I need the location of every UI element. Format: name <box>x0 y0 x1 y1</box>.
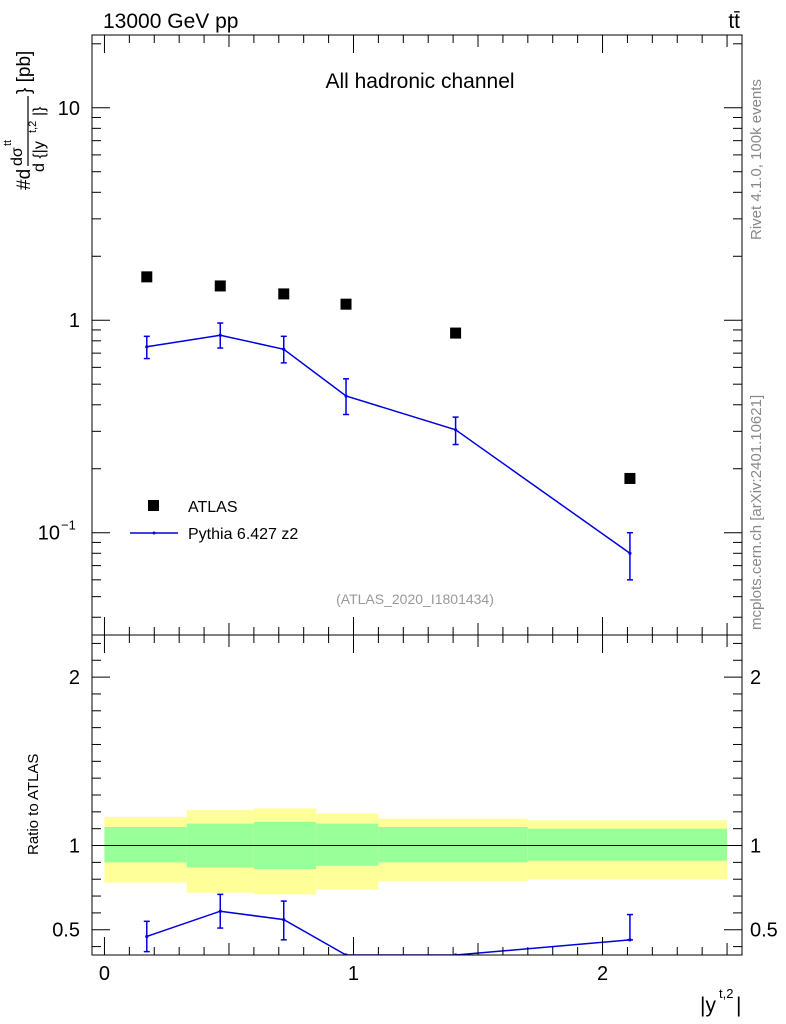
green-band-segment <box>378 827 528 863</box>
rivet-label: Rivet 4.1.0, 100k events <box>748 79 765 240</box>
ratio-y-tick-label-left: 1 <box>69 836 80 858</box>
ratio-point <box>218 909 222 913</box>
atlas-point <box>278 288 290 300</box>
legend-pythia-label: Pythia 6.427 z2 <box>188 526 298 543</box>
uncertainty-bands <box>104 808 728 895</box>
svg-text:d {|y: d {|y <box>31 141 48 172</box>
legend-atlas-label: ATLAS <box>188 499 238 516</box>
legend: ATLAS Pythia 6.427 z2 <box>130 499 298 543</box>
ratio-y-tick-label-left: 0.5 <box>52 920 80 942</box>
x-tick-label: 1 <box>348 963 359 985</box>
pythia-point <box>218 333 222 337</box>
ratio-y-tick-label-right: 0.5 <box>750 920 778 942</box>
main-y-axis-label: #d dσ tt d {|y t,2 |} } [pb] <box>2 51 48 190</box>
main-panel: All hadronic channel (ATLAS_2020_I180143… <box>2 34 743 636</box>
main-data <box>141 271 636 581</box>
green-band-segment <box>104 827 187 863</box>
energy-label: 13000 GeV pp <box>103 10 238 33</box>
main-axes-ticks <box>92 35 742 635</box>
ratio-point <box>282 918 286 922</box>
y-tick-label-exponent: −1 <box>61 518 76 533</box>
green-band-segment <box>316 823 379 866</box>
ratio-point <box>628 938 632 942</box>
chart-title: All hadronic channel <box>325 70 514 93</box>
atlas-point <box>141 271 153 283</box>
main-frame <box>91 34 743 636</box>
pythia-point <box>628 551 632 555</box>
atlas-point <box>340 298 352 310</box>
svg-text:|y: |y <box>700 994 716 1017</box>
ratio-frame <box>91 634 743 956</box>
mcplots-label: mcplots.cern.ch [arXiv:2401.10621] <box>748 395 765 630</box>
analysis-annotation: (ATLAS_2020_I1801434) <box>336 591 494 607</box>
ratio-pythia-line <box>146 910 630 955</box>
ratio-y-tick-labels: 0.5 0.5 1 1 2 2 <box>52 667 778 942</box>
pythia-point <box>145 345 149 349</box>
x-axis-label: |y t,2 | <box>700 986 741 1017</box>
pythia-point <box>344 394 348 398</box>
ratio-y-tick-label-right: 1 <box>750 836 761 858</box>
atlas-point <box>624 472 636 484</box>
svg-text:t,2: t,2 <box>27 121 39 133</box>
ratio-data <box>143 893 633 955</box>
svg-text:dσ: dσ <box>9 147 26 166</box>
process-label: tt̄ <box>728 10 740 33</box>
green-band-segment <box>527 828 728 861</box>
y-tick-label: 1 <box>69 310 80 332</box>
ratio-y-axis-label: Ratio to ATLAS <box>25 754 42 855</box>
y-tick-label: 10 <box>38 523 60 545</box>
svg-text:} [pb]: } [pb] <box>14 51 35 94</box>
ratio-y-tick-label-right: 2 <box>750 667 761 689</box>
ratio-panel: 0.5 0.5 1 1 2 2 0 1 2 Ratio to ATLAS |y t,2 | <box>25 634 778 1017</box>
svg-text:tt: tt <box>2 140 14 146</box>
atlas-point <box>214 280 226 292</box>
legend-atlas-marker <box>148 500 159 511</box>
x-tick-labels: 0 1 2 <box>99 963 608 985</box>
svg-text:|}: |} <box>31 106 48 116</box>
legend-pythia-marker <box>152 531 156 535</box>
atlas-point <box>450 327 462 339</box>
svg-text:#d: #d <box>14 169 35 190</box>
pythia-point <box>282 347 286 351</box>
ratio-point <box>145 934 149 939</box>
x-tick-label: 0 <box>99 963 110 985</box>
x-tick-label: 2 <box>597 963 608 985</box>
ratio-y-tick-label-left: 2 <box>69 667 80 689</box>
y-tick-label: 10 <box>58 98 80 120</box>
pythia-line <box>146 334 631 554</box>
svg-text:t,2: t,2 <box>719 986 733 1001</box>
svg-text:|: | <box>736 994 741 1017</box>
pythia-point <box>454 428 458 432</box>
ratio-axes-ticks <box>92 635 742 955</box>
